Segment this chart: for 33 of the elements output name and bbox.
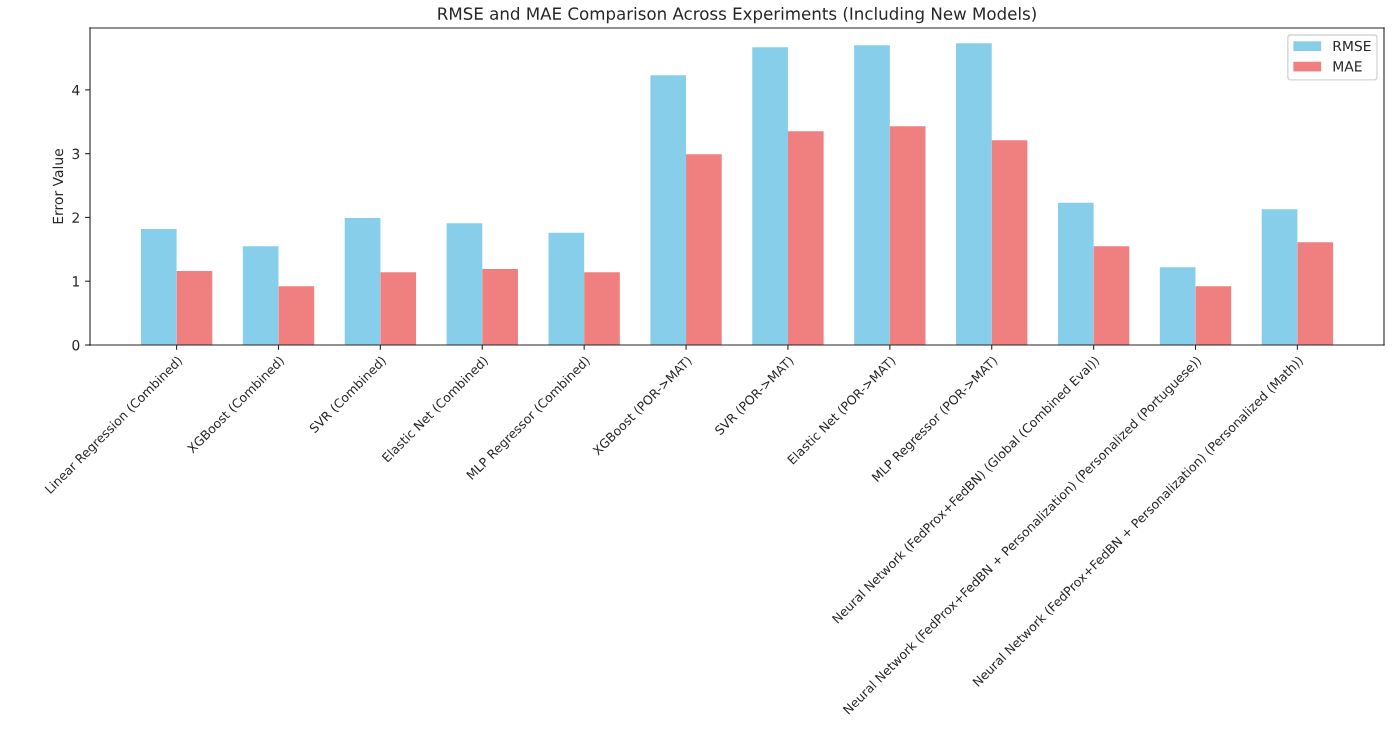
- bar: [889, 126, 926, 345]
- bar: [242, 246, 279, 345]
- bar: [548, 232, 585, 345]
- bar: [650, 75, 687, 345]
- bar: [1297, 242, 1334, 345]
- y-tick-label: 1: [72, 276, 79, 287]
- bar: [1093, 246, 1130, 345]
- legend-label: RMSE: [1333, 40, 1371, 52]
- bar: [686, 154, 722, 345]
- bar: [752, 47, 788, 345]
- bar: [176, 271, 213, 345]
- bar: [1261, 209, 1298, 345]
- bar: [584, 272, 620, 345]
- bar: [278, 286, 315, 345]
- bar: [446, 223, 483, 345]
- bar: [854, 45, 890, 345]
- bar: [482, 269, 518, 345]
- bar: [140, 228, 177, 345]
- y-axis-title: Error Value: [52, 149, 64, 224]
- legend-label: MAE: [1333, 61, 1362, 72]
- bar: [787, 131, 824, 345]
- bar: [956, 43, 992, 345]
- y-tick-label: 2: [72, 212, 79, 223]
- chart-title: RMSE and MAE Comparison Across Experiments (Including New Models): [438, 7, 1036, 24]
- bar: [1195, 286, 1232, 345]
- y-tick-label: 0: [72, 339, 80, 351]
- bar: [380, 272, 417, 345]
- bar: [344, 218, 381, 345]
- y-tick-label: 3: [72, 148, 80, 160]
- bar: [1159, 267, 1196, 345]
- bar: [1057, 202, 1094, 345]
- y-tick-label: 4: [72, 85, 80, 96]
- bar: [991, 140, 1028, 345]
